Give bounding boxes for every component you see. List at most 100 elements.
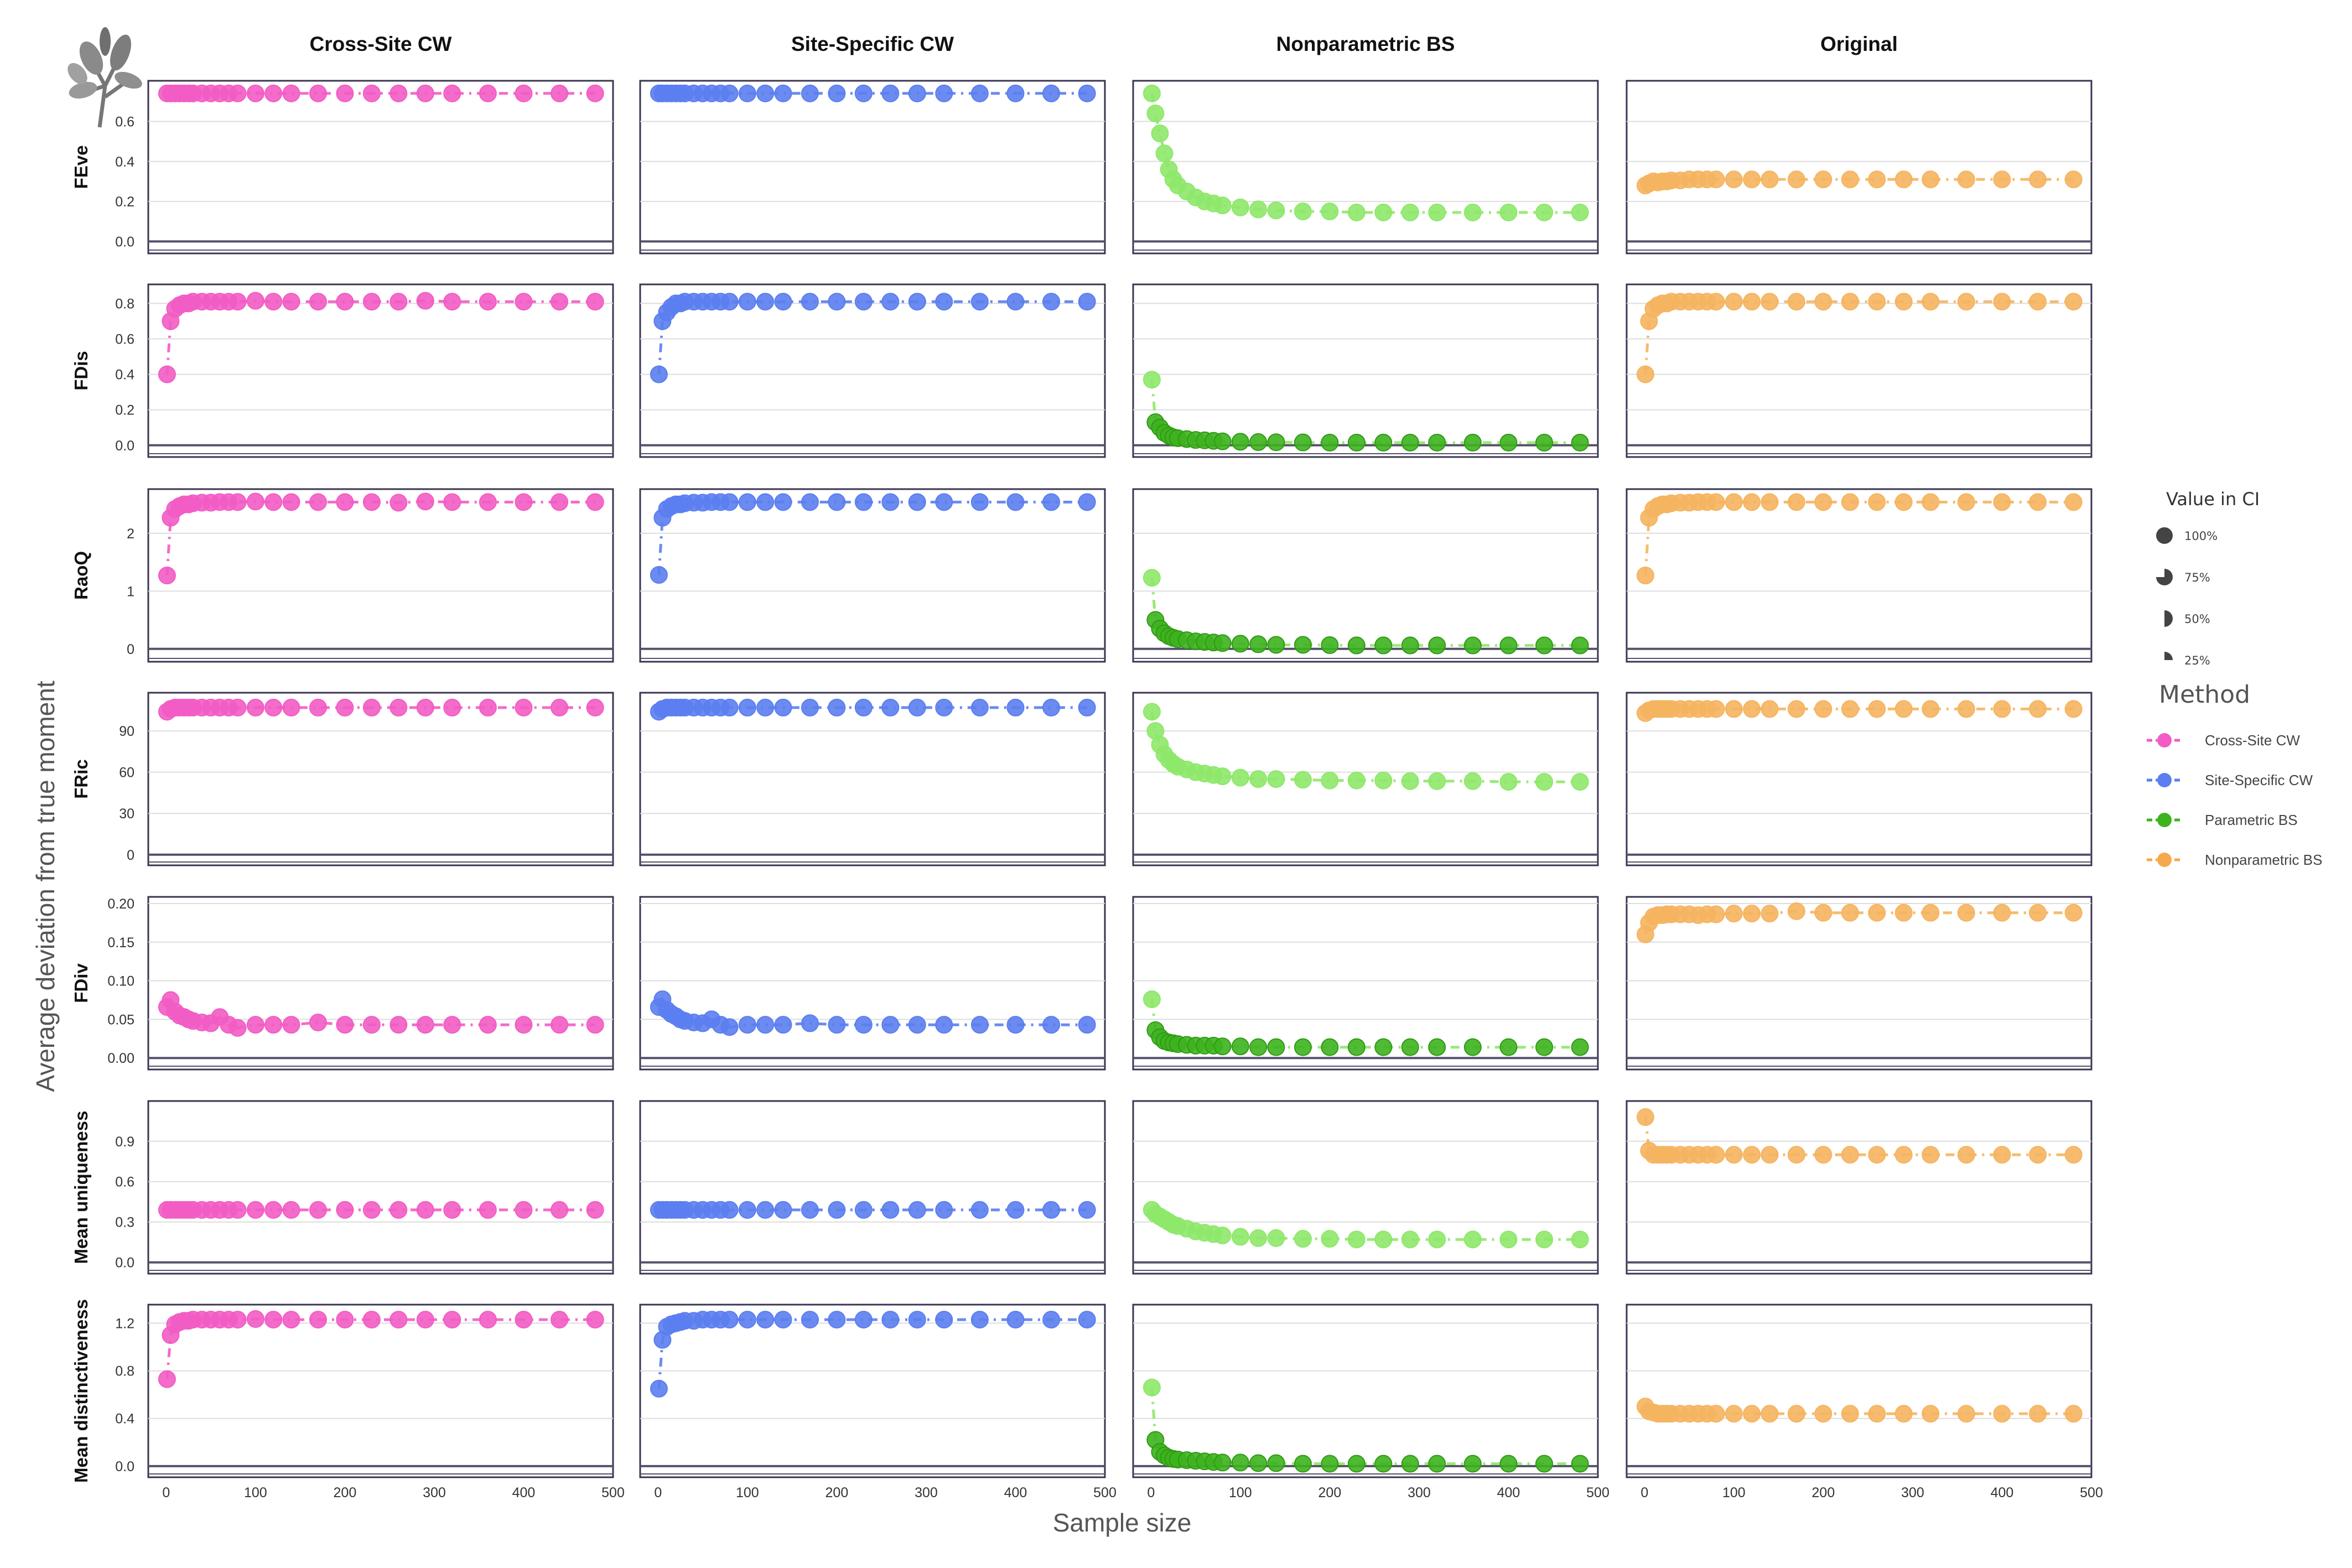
data-point	[881, 293, 900, 311]
data-point	[970, 84, 989, 102]
facet-panel	[1132, 1304, 1599, 1478]
data-point	[1707, 700, 1725, 718]
panel-frame	[147, 80, 614, 255]
data-point	[551, 1311, 569, 1329]
data-point	[479, 84, 497, 102]
method-legend-key	[2157, 853, 2172, 867]
data-point	[908, 293, 926, 311]
data-point	[416, 1016, 434, 1034]
data-point	[854, 698, 873, 716]
data-point	[416, 698, 434, 716]
data-point	[828, 293, 846, 311]
data-point	[362, 493, 381, 511]
data-point	[1078, 493, 1096, 511]
facet-panel	[1132, 692, 1599, 866]
data-point	[282, 1016, 300, 1034]
data-point	[1499, 773, 1518, 791]
data-point	[264, 84, 283, 102]
data-point	[264, 1311, 283, 1329]
data-point	[1499, 1455, 1518, 1473]
data-point	[1428, 1230, 1446, 1249]
data-point	[1571, 773, 1589, 791]
data-point	[1894, 1405, 1913, 1423]
column-title: Nonparametric BS	[1276, 33, 1455, 55]
data-point	[828, 1311, 846, 1329]
panel-frame	[639, 283, 1106, 458]
data-point	[336, 293, 354, 311]
column-title: Original	[1820, 33, 1898, 55]
data-point	[246, 1201, 264, 1219]
x-tick-label: 300	[915, 1485, 938, 1500]
data-point	[586, 1311, 604, 1329]
data-point	[801, 493, 819, 511]
data-point	[1814, 493, 1832, 511]
facet-panel	[1626, 80, 2093, 255]
x-tick-label: 0	[654, 1485, 662, 1500]
method-legend-key	[2157, 813, 2172, 827]
data-point	[1922, 493, 1940, 511]
data-point	[756, 1311, 775, 1329]
panel-frame	[1626, 488, 2093, 663]
panel-frame	[639, 896, 1106, 1071]
data-point	[1231, 198, 1249, 216]
data-point	[1993, 904, 2011, 922]
data-point	[515, 1016, 533, 1034]
facet-panel	[1626, 488, 2093, 663]
data-point	[854, 1016, 873, 1034]
data-point	[1725, 1405, 1743, 1423]
data-point	[158, 567, 176, 585]
x-tick-label: 400	[1991, 1485, 2014, 1500]
data-point	[1868, 1146, 1886, 1164]
data-point	[1707, 170, 1725, 189]
data-point	[515, 698, 533, 716]
data-point	[774, 84, 792, 102]
data-point	[1463, 772, 1482, 790]
data-point	[515, 1201, 533, 1219]
panel-frame	[1132, 488, 1599, 663]
data-point	[1374, 636, 1393, 655]
y-tick-label: 0.4	[115, 154, 134, 170]
y-tick-label: 2	[127, 526, 134, 542]
data-point	[282, 84, 300, 102]
y-tick-label: 0.00	[107, 1051, 134, 1066]
data-point	[1571, 636, 1589, 655]
data-point	[1993, 170, 2011, 189]
data-point	[1957, 904, 1975, 922]
data-point	[1841, 700, 1859, 718]
data-point	[1957, 493, 1975, 511]
data-point	[586, 293, 604, 311]
data-point	[774, 293, 792, 311]
data-point	[282, 1201, 300, 1219]
data-point	[309, 293, 327, 311]
data-point	[1868, 493, 1886, 511]
data-point	[246, 1016, 264, 1034]
data-point	[1143, 569, 1161, 587]
data-point	[908, 698, 926, 716]
data-point	[1814, 904, 1832, 922]
x-tick-label: 500	[601, 1485, 625, 1500]
data-point	[720, 698, 739, 716]
ci-legend-label: 50%	[2184, 612, 2210, 626]
data-point	[1321, 1230, 1339, 1248]
data-point	[1078, 1201, 1096, 1219]
data-point	[336, 1016, 354, 1034]
facet-panel	[639, 1100, 1106, 1275]
data-point	[1428, 1038, 1446, 1056]
y-tick-label: 0.0	[115, 438, 134, 454]
data-point	[1267, 770, 1285, 788]
facet-panel	[1132, 283, 1599, 458]
data-point	[2029, 700, 2047, 718]
x-tick-label: 400	[1497, 1485, 1520, 1500]
data-point	[1743, 493, 1761, 511]
data-point	[1571, 1230, 1589, 1249]
data-point	[1213, 432, 1232, 450]
y-tick-label: 0.05	[107, 1012, 134, 1027]
data-point	[390, 84, 408, 102]
column-title: Cross-Site CW	[310, 33, 452, 55]
data-point	[1294, 1455, 1312, 1473]
ci-legend-label: 100%	[2184, 529, 2218, 543]
method-legend-title: Method	[2159, 681, 2250, 709]
data-point	[720, 1018, 739, 1036]
data-point	[854, 493, 873, 511]
data-point	[515, 493, 533, 511]
